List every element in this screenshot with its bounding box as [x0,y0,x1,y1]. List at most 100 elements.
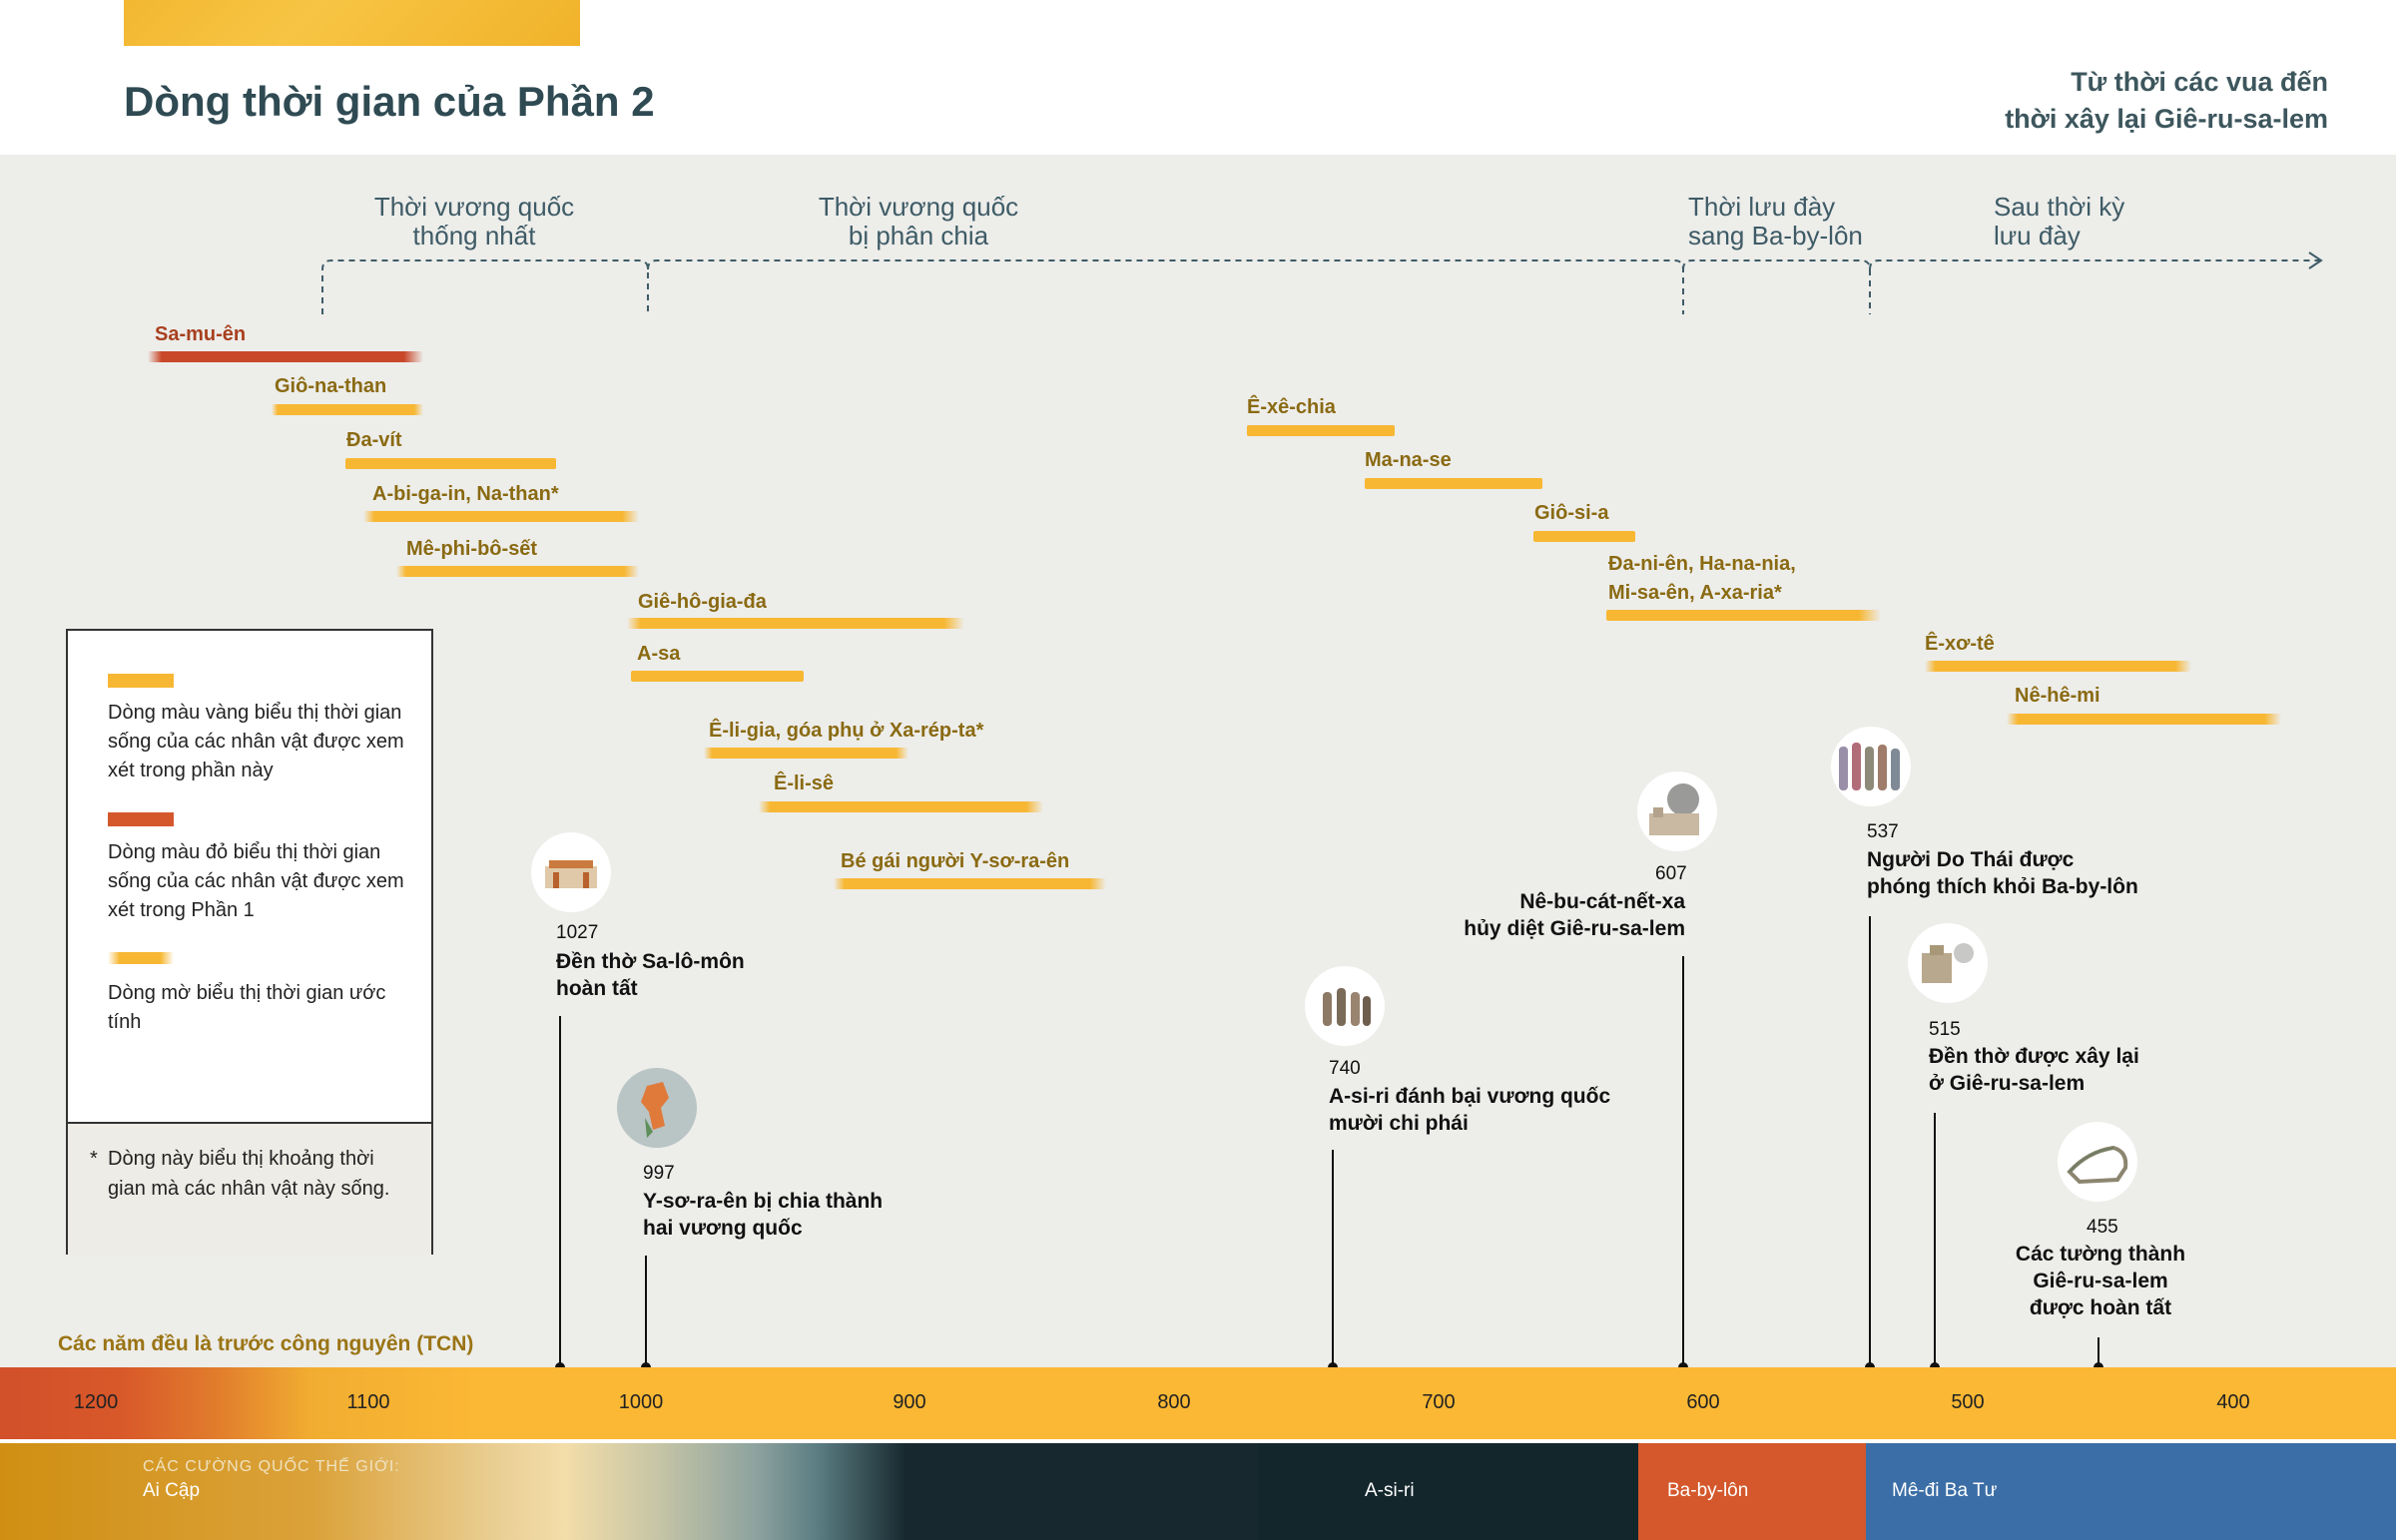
ruined-city-icon [1637,771,1717,851]
event-line: ở Giê-ru-sa-lem [1929,1072,2086,1095]
era-post-line-2: lưu đày [1994,221,2081,251]
event-description: Người Do Thái được phóng thích khỏi Ba-b… [1867,846,2138,900]
lifespan-bar [631,671,804,682]
era-divided-line-1: Thời vương quốc [818,192,1019,222]
footnote-asterisk: * [90,1148,98,1170]
person-label: Ê-xê-chia [1247,396,1336,418]
power-assyria [1258,1443,1638,1540]
era-babylon-exile: Thời lưu đày sang Ba-by-lôn [1688,193,1863,251]
event-description: Y-sơ-ra-ên bị chia thành hai vương quốc [643,1188,883,1242]
era-united-kingdom: Thời vương quốc thống nhất [374,193,574,251]
captives-icon [1305,966,1385,1046]
person-label: Đa-ni-ên, Ha-na-nia, [1608,553,1796,575]
legend-faded-swatch [108,952,174,964]
era-post-exile: Sau thời kỳ lưu đày [1994,193,2124,251]
lifespan-bar [1925,661,2191,672]
year-axis: 1200 1100 1000 900 800 700 600 500 400 [0,1367,2396,1439]
subtitle-line-2: thời xây lại Giê-ru-sa-lem [2005,104,2328,134]
era-exile-line-1: Thời lưu đày [1688,192,1836,222]
lifespan-bar [148,351,423,362]
event-year: 997 [643,1163,675,1184]
lifespan-bar [1365,478,1542,489]
axis-tick-label: 700 [1422,1391,1456,1413]
era-divided-kingdom: Thời vương quốc bị phân chia [819,193,1018,251]
lifespan-bar [1247,425,1395,436]
event-line: A-si-ri đánh bại vương quốc [1329,1085,1611,1108]
era-united-line-2: thống nhất [412,221,536,251]
world-powers-band: CÁC CƯỜNG QUỐC THẾ GIỚI: Ai Cập A-si-ri … [0,1443,2396,1540]
era-divided-line-2: bị phân chia [848,221,989,251]
person-label: Giô-si-a [1534,502,1609,524]
person-label: Ê-li-sê [774,772,835,794]
lifespan-bar [272,404,423,415]
lifespan-bar [834,878,1106,889]
era-post-line-1: Sau thời kỳ [1994,192,2125,222]
freed-people-icon [1831,727,1911,806]
axis-tick-label: 800 [1157,1391,1191,1413]
person-label: Mê-phi-bô-sết [406,538,538,560]
event-description: Các tường thành Giê-ru-sa-lem được hoàn … [2003,1241,2198,1321]
person-label: Ê-xơ-tê [1925,633,1995,655]
person-label: Nê-hê-mi [2015,685,2100,707]
event-line: Y-sơ-ra-ên bị chia thành [643,1190,884,1213]
event-line: Đền thờ Sa-lô-môn [556,950,745,973]
legend-yellow-text: Dòng màu vàng biểu thị thời gian sống củ… [108,702,404,781]
subtitle-line-1: Từ thời các vua đến [2071,67,2328,97]
power-name-egypt: Ai Cập [143,1480,201,1501]
event-description: Nê-bu-cát-nết-xa hủy diệt Giê-ru-sa-lem [1464,888,1685,942]
bce-note: Các năm đều là trước công nguyên (TCN) [58,1332,474,1355]
legend-faded-text: Dòng mờ biểu thị thời gian ước tính [108,982,386,1033]
power-babylon [1638,1443,1866,1540]
rebuilt-temple-icon [1908,923,1988,1003]
lifespan-bar [704,748,908,759]
torn-cloth-icon [617,1068,697,1148]
lifespan-bar [396,566,639,577]
axis-tick-label: 900 [893,1391,926,1413]
person-label: Giê-hô-gia-đa [638,591,767,613]
event-line: Đền thờ được xây lại [1929,1045,2139,1068]
lifespan-bar [1606,610,1881,621]
era-united-line-1: Thời vương quốc [373,192,575,222]
event-line: hai vương quốc [643,1217,803,1240]
person-label: Đa-vít [346,429,402,451]
event-line: mười chi phái [1329,1112,1469,1135]
lifespan-bar [627,618,964,629]
page-title: Dòng thời gian của Phần 2 [124,78,655,125]
event-description: Đền thờ được xây lại ở Giê-ru-sa-lem [1929,1043,2139,1097]
temple-icon [531,832,611,912]
legend-red-swatch [108,812,174,826]
person-label: Ma-na-se [1365,449,1452,471]
power-medo-persia [1866,1443,2396,1540]
event-year: 455 [2087,1217,2118,1238]
event-description: Đền thờ Sa-lô-môn hoàn tất [556,948,745,1002]
event-year: 740 [1329,1058,1361,1079]
lifespan-bar [345,458,556,469]
era-exile-line-2: sang Ba-by-lôn [1688,221,1863,251]
page-subtitle: Từ thời các vua đến thời xây lại Giê-ru-… [2005,64,2328,138]
header-decor-stripe [124,0,580,46]
person-label-line-2: Mi-sa-ên, A-xa-ria* [1608,582,1782,604]
event-description: A-si-ri đánh bại vương quốc mười chi phá… [1329,1083,1610,1137]
legend-yellow-swatch [108,674,174,688]
lifespan-bar [2007,714,2281,725]
legend-footnote: * Dòng này biểu thị khoảng thời gian mà … [68,1122,431,1255]
city-wall-icon [2058,1122,2137,1202]
event-line: Người Do Thái được [1867,848,2075,871]
event-line: được hoàn tất [2029,1296,2172,1319]
person-label: A-bi-ga-in, Na-than* [372,483,559,505]
legend-box: Dòng màu vàng biểu thị thời gian sống củ… [66,629,433,1255]
power-egypt [0,1443,1258,1540]
legend-footnote-text: Dòng này biểu thị khoảng thời gian mà cá… [108,1148,390,1200]
person-label: Bé gái người Y-sơ-ra-ên [841,850,1070,872]
event-year: 537 [1867,821,1899,842]
axis-tick-label: 1200 [73,1391,119,1413]
event-year: 607 [1655,863,1687,884]
axis-tick-label: 1000 [618,1391,664,1413]
legend-footnote-body: * Dòng này biểu thị khoảng thời gian mà … [90,1144,407,1204]
axis-tick-label: 600 [1686,1391,1720,1413]
event-year: 515 [1929,1019,1961,1040]
event-line: Các tường thành [2015,1243,2186,1266]
axis-tick-label: 500 [1951,1391,1985,1413]
power-name-medo-persia: Mê-đi Ba Tư [1892,1480,1998,1501]
